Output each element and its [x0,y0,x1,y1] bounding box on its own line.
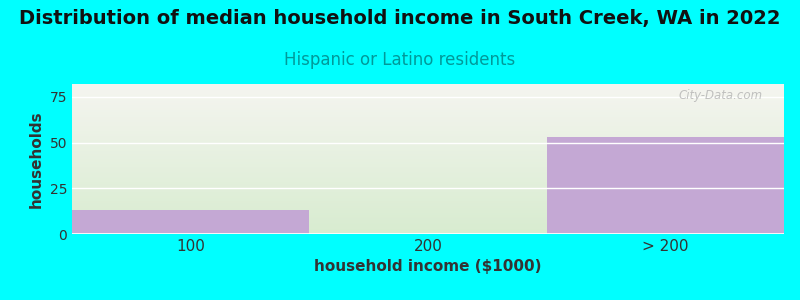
Y-axis label: households: households [29,110,44,208]
X-axis label: household income ($1000): household income ($1000) [314,260,542,274]
Text: Distribution of median household income in South Creek, WA in 2022: Distribution of median household income … [19,9,781,28]
Text: Hispanic or Latino residents: Hispanic or Latino residents [284,51,516,69]
Text: City-Data.com: City-Data.com [678,88,762,101]
Bar [546,137,784,234]
Bar [72,210,310,234]
